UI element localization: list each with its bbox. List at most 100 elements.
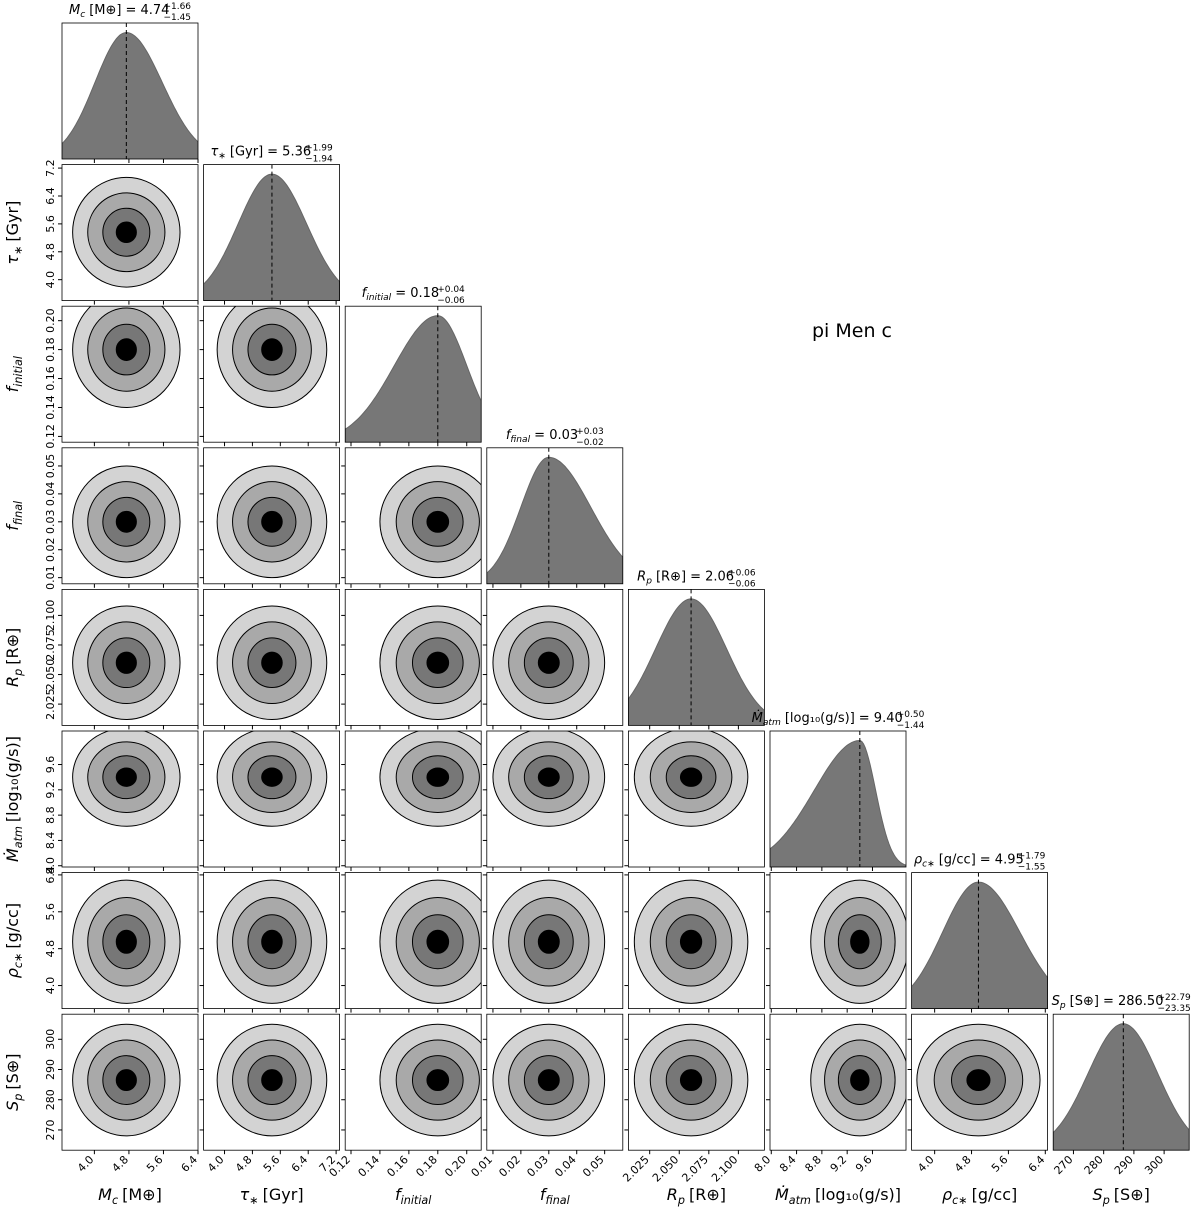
contour (261, 767, 283, 787)
symbol: M (69, 3, 80, 18)
panel (810, 879, 906, 1004)
panel (379, 605, 482, 720)
y-tick-label: 270 (44, 1119, 57, 1140)
panel (345, 306, 482, 443)
error-lower: −0.06 (437, 296, 465, 306)
unit: [Gyr] (230, 145, 263, 160)
subscript: initial (12, 355, 25, 387)
panel-title: ρc∗ [g/cc] = 4.95 (914, 853, 1024, 870)
panel (379, 465, 482, 579)
panel-title: Mc [M⊕] = 4.74 (69, 3, 169, 20)
contour (966, 1069, 991, 1092)
panel (216, 879, 328, 1004)
y-tick-label: 300 (44, 1029, 57, 1050)
histogram (486, 456, 623, 584)
x-tick-label: 4.8 (233, 1153, 255, 1175)
panel (72, 176, 181, 288)
contour (850, 929, 870, 954)
panel-frame (486, 447, 624, 585)
panel-frame (344, 872, 482, 1009)
x-tick-label: 8.8 (802, 1153, 824, 1175)
x-tick-label: 0.04 (552, 1153, 579, 1180)
panel (492, 731, 606, 827)
symbol: R (3, 676, 22, 687)
x-tick-label: 9.2 (828, 1153, 850, 1175)
axis-label: ffinal (540, 1185, 571, 1207)
panel-frame (344, 589, 482, 726)
panel-frame (61, 447, 199, 585)
axis-label: finitial (3, 355, 25, 392)
contour (261, 1069, 283, 1092)
x-tick-label: 9.6 (853, 1153, 875, 1175)
contour (115, 338, 137, 361)
panel-frame (61, 164, 199, 302)
subscript: initial (366, 293, 391, 303)
panel-frame (769, 730, 907, 868)
y-tick-label: 0.04 (44, 482, 57, 507)
panel (492, 605, 606, 720)
x-tick-label: 4.0 (915, 1153, 937, 1175)
subscript: c (80, 10, 85, 20)
contour (115, 929, 137, 954)
panel-frame (486, 589, 624, 726)
x-tick-label: 0.14 (356, 1153, 383, 1180)
panel (216, 731, 328, 827)
panel-frame (61, 1013, 199, 1151)
symbol: f (506, 428, 513, 443)
subscript: p (1059, 1001, 1066, 1011)
symbol: f (540, 1185, 548, 1204)
error-lower: −1.44 (897, 721, 925, 731)
panel (628, 589, 765, 726)
y-tick-label: 6.4 (44, 187, 57, 205)
x-tick-label: 290 (1112, 1153, 1136, 1177)
panel-frame (203, 589, 341, 726)
panel-frame (61, 22, 199, 160)
histogram (1053, 1023, 1190, 1151)
error-lower: −1.45 (163, 13, 191, 23)
contour (261, 651, 283, 674)
error-upper: +1.99 (305, 144, 333, 154)
x-tick-label: 8.0 (752, 1153, 774, 1175)
contour (115, 1069, 137, 1092)
axis-label: τ∗ [Gyr] (240, 1185, 304, 1207)
histogram (628, 598, 765, 726)
y-tick-label: 2.075 (44, 629, 57, 661)
subscript: p (1102, 1194, 1110, 1207)
panel (72, 731, 181, 827)
subscript: c (112, 1194, 118, 1207)
y-tick-label: 9.2 (44, 781, 57, 799)
contour (537, 651, 560, 674)
contour (537, 767, 560, 787)
panel-frame (911, 1013, 1048, 1151)
unit: [M⊕] (89, 3, 121, 18)
symbol: Ṁ (752, 710, 763, 726)
panel-title: Ṁatm [log₁₀(g/s)] = 9.40 (752, 710, 903, 728)
subscript: ∗ (218, 152, 226, 162)
axis-label: Ṁatm [log₁₀(g/s)] (775, 1185, 901, 1207)
unit: [g/cc] (972, 1185, 1018, 1204)
panel-frame (1052, 1013, 1190, 1151)
x-tick-label: 0.20 (442, 1153, 469, 1180)
y-tick-label: 8.8 (44, 806, 57, 824)
panel (633, 731, 749, 827)
median-label: = 286.50 (1103, 994, 1164, 1009)
axis-label: ρc∗ [g/cc] (942, 1185, 1017, 1207)
median-label: = 9.40 (859, 711, 903, 726)
x-tick-label: 0.05 (580, 1153, 607, 1180)
panel-frame (344, 447, 482, 585)
panel-frame (486, 1013, 624, 1151)
x-tick-label: 5.6 (261, 1153, 283, 1175)
symbol: f (395, 1185, 403, 1204)
contour (261, 510, 283, 533)
error-lower: −0.06 (728, 579, 756, 589)
axis-label: Sp [S⊕] (3, 1054, 25, 1111)
y-tick-label: 0.05 (44, 454, 57, 479)
x-tick-label: 0.01 (469, 1153, 496, 1180)
panel (379, 731, 482, 827)
subscript: c∗ (952, 1194, 968, 1207)
y-tick-label: 7.2 (44, 159, 57, 177)
contour (537, 1069, 560, 1092)
subscript: atm (789, 1194, 811, 1207)
x-tick-label: 0.03 (524, 1153, 551, 1180)
y-tick-label: 0.20 (44, 308, 57, 333)
